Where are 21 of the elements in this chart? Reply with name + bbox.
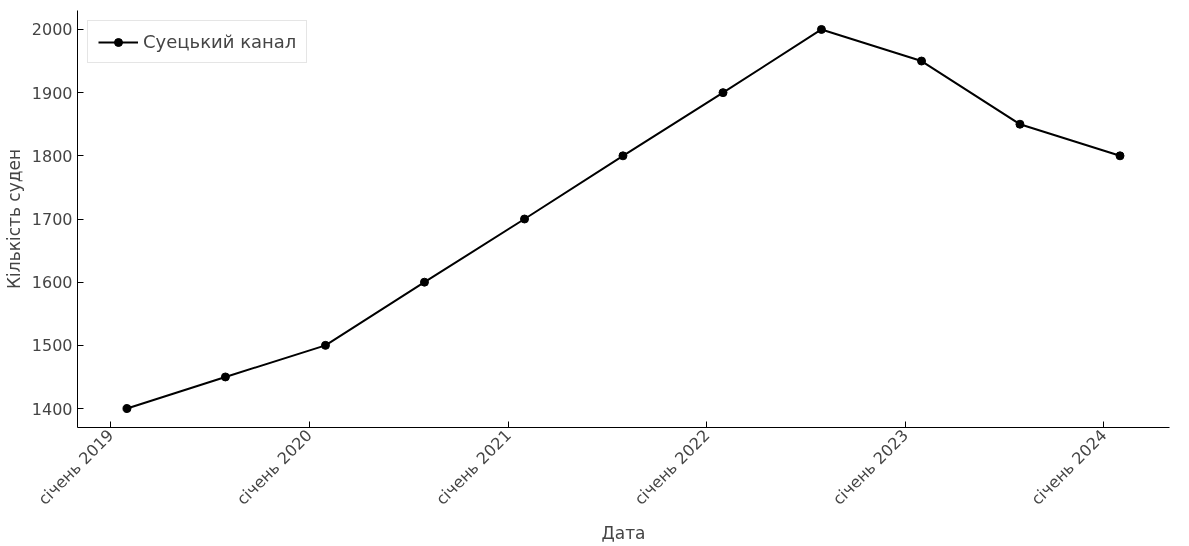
point [220, 372, 230, 382]
x-axis-title: Дата [601, 523, 646, 544]
y-tick-label: 2000 [31, 20, 73, 40]
point [1115, 151, 1125, 161]
point [1015, 119, 1025, 129]
point [122, 404, 132, 414]
y-tick-label: 1800 [31, 146, 73, 166]
y-axis-title: Кількість суден [3, 148, 24, 290]
y-tick-label: 1400 [31, 399, 73, 419]
y-tick-label: 1500 [31, 336, 73, 356]
point [520, 214, 530, 224]
point [320, 340, 330, 350]
y-tick-label: 1700 [31, 210, 73, 229]
point [718, 88, 728, 98]
point [618, 151, 628, 161]
legend-label: Суецький канал [143, 31, 297, 52]
y-tick-label: 1900 [31, 83, 73, 103]
point [419, 277, 429, 287]
point [917, 56, 927, 66]
point [816, 24, 826, 34]
y-tick-label: 1600 [31, 273, 73, 293]
